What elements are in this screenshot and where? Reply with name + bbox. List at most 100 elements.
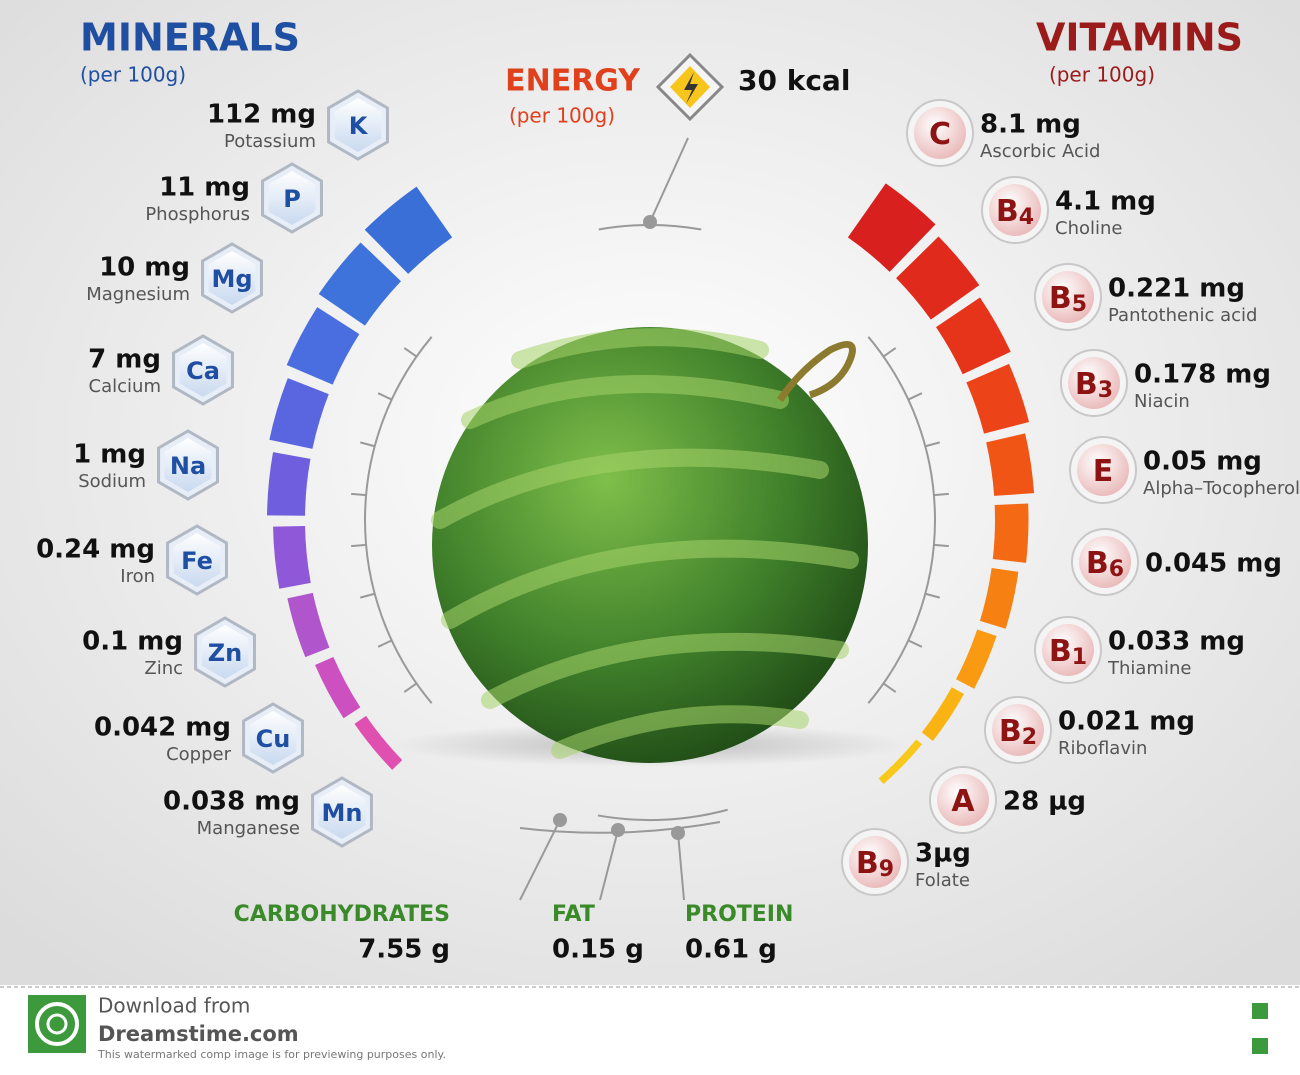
vitamin-sub: 4 xyxy=(1019,205,1034,230)
mineral-bar xyxy=(287,592,330,658)
tick xyxy=(933,492,949,497)
mineral-symbol: Na xyxy=(170,452,206,480)
vitamin-badge-inner xyxy=(1077,444,1129,496)
mineral-bar xyxy=(286,307,360,385)
vitamin-name: Folate xyxy=(915,870,970,891)
footer-line2: Dreamstime.com xyxy=(98,1022,299,1046)
tick xyxy=(351,492,367,497)
tick xyxy=(907,639,923,648)
vitamin-badge-inner xyxy=(1042,624,1094,676)
vitamin-letter: A xyxy=(951,784,975,819)
mineral-symbol: Zn xyxy=(208,639,243,667)
vitamin-amount: 0.033 mg xyxy=(1108,627,1245,657)
mineral-bar xyxy=(315,657,361,719)
vitamin-sub: 6 xyxy=(1109,557,1124,582)
macro-name: FAT xyxy=(552,902,595,927)
watermelon xyxy=(431,327,868,763)
tick xyxy=(925,441,941,448)
vitamin-letter: B xyxy=(1049,281,1072,316)
mineral-name: Iron xyxy=(120,566,155,587)
vitamin-bar xyxy=(986,433,1035,496)
tick xyxy=(925,592,941,599)
macro-value: 7.55 g xyxy=(358,935,450,965)
dot xyxy=(643,215,657,229)
vitamin-badge-inner xyxy=(992,704,1044,756)
connector xyxy=(599,829,619,901)
vitamin-amount: 4.1 mg xyxy=(1055,187,1156,217)
vitamin-sub: 2 xyxy=(1022,725,1037,750)
vitamin-symbol: B5 xyxy=(1049,281,1087,318)
minerals-title: MINERALS xyxy=(80,16,300,60)
mineral-symbol: P xyxy=(283,185,301,213)
mineral-bar xyxy=(364,186,453,274)
vitamin-symbol: C xyxy=(929,117,951,152)
mineral-name: Copper xyxy=(166,744,232,765)
mineral-amount: 7 mg xyxy=(88,345,161,375)
mineral-symbol: Cu xyxy=(256,725,291,753)
vitamin-letter: B xyxy=(1075,367,1098,402)
hexagon-inner xyxy=(318,785,366,839)
vitamin-symbol: A xyxy=(951,784,975,819)
vitamin-symbol: B9 xyxy=(856,846,894,883)
vitamin-amount: 28 µg xyxy=(1003,787,1086,817)
vitamin-bar xyxy=(921,687,964,742)
vitamins-subtitle: (per 100g) xyxy=(1049,63,1155,87)
vitamin-sub: 3 xyxy=(1098,378,1113,403)
mineral-name: Manganese xyxy=(197,818,300,839)
vitamin-bar xyxy=(966,363,1030,434)
vitamin-symbol: B1 xyxy=(1049,634,1087,671)
minerals-subtitle: (per 100g) xyxy=(80,63,186,87)
vitamin-badge-inner xyxy=(1042,271,1094,323)
mineral-bar xyxy=(269,378,329,449)
vitamin-amount: 0.045 mg xyxy=(1145,549,1282,579)
mineral-amount: 10 mg xyxy=(99,253,190,283)
vitamin-name: Niacin xyxy=(1134,391,1190,412)
vitamin: B6 0.045 mg xyxy=(1071,528,1282,596)
mineral-symbol: Fe xyxy=(181,547,213,575)
vitamin-sub: 1 xyxy=(1072,645,1087,670)
vitamin-letter: B xyxy=(996,194,1019,229)
vitamin-amount: 3µg xyxy=(915,839,971,869)
mineral-amount: 1 mg xyxy=(73,440,146,470)
tick xyxy=(907,392,923,401)
mineral-name: Potassium xyxy=(224,131,316,152)
hexagon-inner xyxy=(164,438,212,492)
decoration xyxy=(267,137,1035,901)
dot xyxy=(553,813,567,827)
vitamin-name: Ascorbic Acid xyxy=(980,141,1100,162)
vitamin-symbol: B3 xyxy=(1075,367,1113,404)
mineral-amount: 11 mg xyxy=(159,173,250,203)
connector xyxy=(519,819,561,901)
vitamin-name: Alpha–Tocopherol xyxy=(1143,478,1300,499)
tick xyxy=(377,392,393,401)
tick xyxy=(403,347,418,358)
vitamin-bar xyxy=(936,297,1011,375)
tick xyxy=(359,441,375,448)
dot xyxy=(611,823,625,837)
vitamin-letter: E xyxy=(1093,454,1114,489)
tick xyxy=(403,682,418,693)
vitamins-title: VITAMINS xyxy=(1036,16,1243,60)
mineral-bar xyxy=(354,715,403,770)
macro-value: 0.61 g xyxy=(685,935,777,965)
vitamin-letter: B xyxy=(999,714,1022,749)
vitamin-name: Pantothenic acid xyxy=(1108,305,1257,326)
connector xyxy=(677,832,685,901)
hexagon-inner xyxy=(208,251,256,305)
hexagon-inner xyxy=(201,625,249,679)
mineral-symbol: Mg xyxy=(211,265,252,293)
mineral-symbol: Ca xyxy=(186,357,220,385)
energy-subtitle: (per 100g) xyxy=(509,104,615,128)
vitamin-bar xyxy=(847,183,936,272)
vitamin-amount: 0.021 mg xyxy=(1058,707,1195,737)
mineral-name: Phosphorus xyxy=(145,204,250,225)
vitamin-symbol: B4 xyxy=(996,194,1034,231)
